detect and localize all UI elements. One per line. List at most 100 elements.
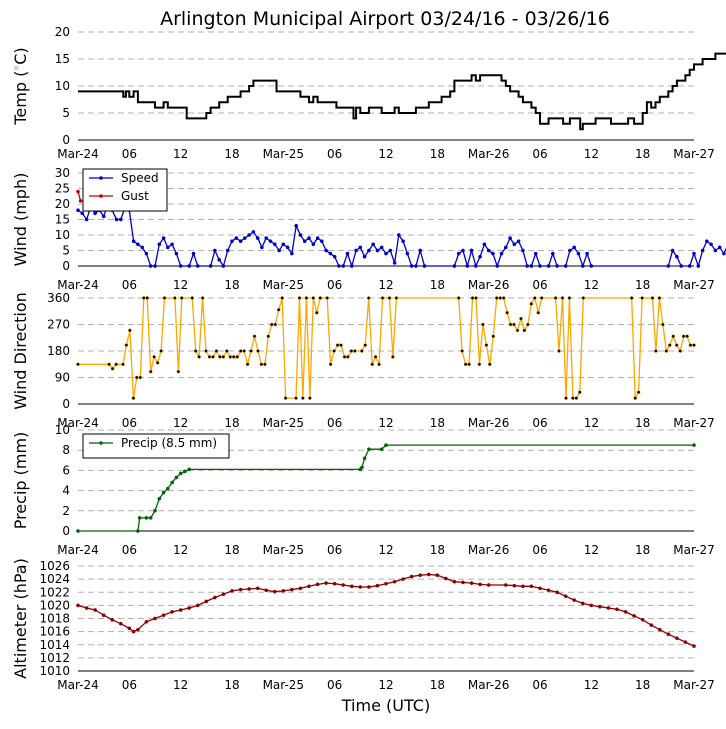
direction-point (515, 328, 520, 333)
direction-point (522, 328, 527, 333)
altimeter-point (127, 626, 132, 631)
wind-point (144, 251, 149, 256)
wind-point (722, 251, 726, 256)
temp-xtick-label: 18 (635, 147, 650, 161)
direction-point (377, 362, 381, 367)
wind-point (512, 242, 517, 247)
direction-point (200, 296, 205, 300)
direction-point (346, 355, 350, 359)
wind-point (465, 264, 470, 268)
direction-point (671, 334, 676, 339)
altimeter-point (666, 632, 671, 637)
wind-point (101, 214, 106, 219)
wind-legend: Speed Gust (82, 168, 168, 212)
wind-point (392, 261, 397, 265)
direction-xtick-label: 18 (430, 416, 445, 430)
precip-point (367, 447, 371, 452)
wind-point (568, 248, 572, 253)
wind-series-speed (76, 202, 726, 269)
wind-point (371, 242, 376, 247)
direction-point (349, 349, 354, 353)
altimeter-point (324, 581, 328, 585)
direction-point (114, 362, 118, 367)
direction-point (211, 355, 215, 359)
altimeter-point (675, 636, 679, 641)
direction-point (629, 296, 634, 300)
altimeter-point (281, 589, 286, 593)
temp-series-temp (78, 52, 726, 131)
wind-point (486, 248, 491, 253)
altimeter-point (118, 621, 123, 626)
altimeter-xtick-label: Mar-27 (673, 678, 714, 692)
altimeter-point (255, 586, 260, 591)
precip-point (178, 471, 183, 476)
wind-point (80, 211, 85, 216)
wind-point (503, 245, 508, 250)
wind-point (550, 251, 555, 256)
wind-ytick-label: 15 (55, 213, 70, 227)
direction-point (141, 296, 146, 300)
direction-point (207, 355, 212, 359)
direction-point (134, 375, 139, 380)
wind-point (170, 242, 174, 247)
direction-point (553, 296, 558, 300)
wind-xtick-label: 06 (532, 278, 547, 292)
direction-point (505, 310, 509, 315)
direction-point (294, 396, 298, 400)
altimeter-ytick-label: 1016 (39, 625, 70, 639)
precip-xtick-label: 18 (430, 543, 445, 557)
direction-point (76, 362, 80, 367)
altimeter-point (683, 640, 688, 644)
direction-point (252, 334, 257, 339)
wind-point (572, 245, 577, 250)
direction-point (487, 362, 492, 367)
direction-point (159, 349, 163, 353)
wind-point (311, 242, 316, 247)
direction-xtick-label: 06 (327, 416, 342, 430)
wind-point (388, 248, 393, 253)
wind-point (700, 248, 705, 253)
altimeter-xtick-label: 18 (224, 678, 239, 692)
direction-point (470, 296, 475, 300)
wind-point (255, 236, 260, 240)
wind-xtick-label: 18 (430, 278, 445, 292)
wind-point (148, 264, 153, 268)
direction-point (214, 349, 219, 353)
direction-point (498, 296, 503, 300)
direction-point (193, 349, 198, 353)
direction-point (128, 328, 132, 333)
altimeter-point (461, 580, 465, 585)
direction-point (532, 296, 537, 300)
wind-point (195, 264, 200, 268)
wind-point (687, 264, 692, 268)
wind-point (319, 239, 324, 244)
chart-title: Arlington Municipal Airport 03/24/16 - 0… (160, 8, 610, 30)
wind-xtick-label: Mar-26 (468, 278, 509, 292)
altimeter-point (632, 614, 636, 618)
wind-point (414, 264, 418, 268)
wind-xtick-label: 18 (224, 278, 239, 292)
altimeter-point (93, 608, 97, 612)
precip-legend: Precip (8.5 mm) (82, 433, 230, 459)
altimeter-point (606, 606, 611, 610)
direction-point (387, 296, 392, 300)
panel-precip: 0 2 4 6 8 10 Mar-24 06 12 18 Mar-25 06 12 18 Mar-26 06 1… (11, 423, 715, 557)
wind-legend-label: Speed (121, 171, 159, 185)
wind-point (247, 233, 251, 237)
wind-point (704, 239, 709, 244)
wind-ytick-label: 10 (55, 228, 70, 242)
altimeter-point (580, 601, 585, 606)
altimeter-point (247, 587, 251, 591)
wind-point (191, 251, 196, 256)
wind-point (521, 248, 525, 253)
altimeter-ytick-label: 1026 (39, 559, 70, 573)
precip-point (144, 516, 149, 520)
precip-point (174, 475, 179, 480)
panel-direction: 0 90 180 270 360 Mar-24 06 12 18 Mar-25 06 12 18 Mar-… (11, 291, 715, 430)
altimeter-point (221, 592, 226, 597)
direction-point (512, 322, 516, 327)
temp-ytick-label: 15 (55, 52, 70, 66)
wind-ytick-label: 20 (55, 197, 70, 211)
wind-point (238, 239, 243, 244)
altimeter-point (101, 613, 106, 618)
